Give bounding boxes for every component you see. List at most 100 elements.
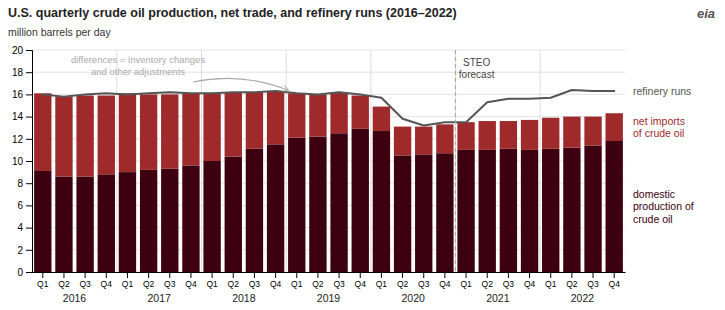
bar — [246, 92, 263, 149]
legend-entry-line: net imports — [633, 115, 685, 127]
y-tick-mark — [26, 161, 32, 162]
x-tick-label: Q4 — [439, 279, 451, 289]
bar — [203, 161, 220, 272]
x-tick-mark — [550, 272, 551, 278]
y-tick-mark — [26, 183, 32, 184]
x-tick: Q1 — [206, 272, 218, 289]
bar — [34, 93, 51, 171]
y-tick: 8 — [17, 178, 32, 189]
year-label: 2021 — [486, 292, 510, 304]
x-tick-label: Q4 — [101, 279, 113, 289]
grid — [32, 50, 625, 272]
plot: STEOforecast02468101214161820Q1Q2Q3Q4Q1Q… — [12, 45, 694, 304]
x-tick-mark — [190, 272, 191, 278]
year-separator — [370, 50, 371, 272]
bar — [542, 118, 559, 149]
bar — [563, 148, 580, 272]
logo: eia — [697, 6, 715, 21]
y-tick: 0 — [17, 267, 32, 278]
y-tick: 6 — [17, 200, 32, 211]
bar — [606, 113, 623, 141]
legend-entry-line: production of — [633, 200, 694, 212]
year-label: 2019 — [317, 292, 341, 304]
x-tick-label: Q3 — [164, 279, 176, 289]
x-tick: Q1 — [37, 272, 49, 289]
x-tick-mark — [275, 272, 276, 278]
y-tick-label: 2 — [17, 245, 23, 256]
y-tick-label: 4 — [17, 222, 23, 233]
x-tick-label: Q4 — [524, 279, 536, 289]
x-tick-label: Q2 — [566, 279, 578, 289]
x-tick-label: Q1 — [206, 279, 218, 289]
year-label: 2016 — [63, 292, 87, 304]
year-separators — [117, 50, 540, 272]
bar — [203, 93, 220, 161]
x-tick-mark — [339, 272, 340, 278]
year-label: 2017 — [148, 292, 172, 304]
bar — [457, 150, 474, 272]
y-tick-label: 10 — [12, 156, 24, 167]
x-tick-label: Q2 — [312, 279, 324, 289]
x-axis-line — [33, 272, 626, 273]
x-tick: Q1 — [122, 272, 134, 289]
year-separator — [540, 50, 541, 272]
y-tick-mark — [26, 228, 32, 229]
x-tick-label: Q1 — [37, 279, 49, 289]
x-tick-mark — [212, 272, 213, 278]
x-tick-mark — [529, 272, 530, 278]
x-tick-label: Q2 — [143, 279, 155, 289]
legend-entry: net importsof crude oil — [633, 115, 685, 140]
x-tick: Q2 — [566, 272, 578, 289]
x-tick-mark — [169, 272, 170, 278]
x-tick-label: Q1 — [545, 279, 557, 289]
x-tick: Q4 — [524, 272, 536, 289]
x-tick-mark — [402, 272, 403, 278]
y-axis: 02468101214161820 — [12, 45, 33, 278]
annotation-line: differences = inventory changes — [71, 54, 205, 65]
y-tick-mark — [26, 139, 32, 140]
y-tick-label: 6 — [17, 200, 23, 211]
bar — [415, 154, 432, 272]
subtitle: million barrels per day — [8, 26, 111, 38]
x-tick-mark — [296, 272, 297, 278]
bar — [521, 120, 538, 150]
grid-line — [32, 50, 625, 51]
bar — [330, 92, 347, 133]
x-tick-mark — [85, 272, 86, 278]
x-tick: Q1 — [376, 272, 388, 289]
x-tick: Q4 — [101, 272, 113, 289]
y-tick: 16 — [12, 89, 32, 100]
bar — [225, 92, 242, 156]
bar — [267, 144, 284, 272]
bar — [76, 177, 93, 272]
x-tick: Q3 — [333, 272, 345, 289]
x-tick-mark — [571, 272, 572, 278]
annotation-arrow — [193, 78, 288, 90]
x-tick: Q2 — [228, 272, 240, 289]
x-tick: Q3 — [164, 272, 176, 289]
x-tick-label: Q3 — [418, 279, 430, 289]
year-label: 2020 — [401, 292, 425, 304]
bar — [584, 117, 601, 146]
x-tick: Q2 — [143, 272, 155, 289]
x-tick-mark — [381, 272, 382, 278]
bar — [76, 96, 93, 177]
bar — [119, 172, 136, 272]
bar — [500, 149, 517, 272]
y-tick-label: 14 — [12, 111, 24, 122]
x-tick-mark — [614, 272, 615, 278]
bar — [288, 93, 305, 137]
x-tick-label: Q3 — [79, 279, 91, 289]
x-tick-label: Q3 — [503, 279, 515, 289]
x-tick-mark — [233, 272, 234, 278]
y-tick: 18 — [12, 67, 32, 78]
bar — [352, 129, 369, 272]
x-axis: Q1Q2Q3Q4Q1Q2Q3Q4Q1Q2Q3Q4Q1Q2Q3Q4Q1Q2Q3Q4… — [33, 272, 626, 289]
y-tick: 4 — [17, 222, 32, 233]
legend-entry-line: refinery runs — [633, 85, 691, 97]
legend-entry-line: crude oil — [633, 213, 673, 225]
legend-entry: refinery runs — [633, 85, 691, 97]
x-tick-mark — [317, 272, 318, 278]
bar — [288, 138, 305, 272]
y-tick: 10 — [12, 156, 32, 167]
